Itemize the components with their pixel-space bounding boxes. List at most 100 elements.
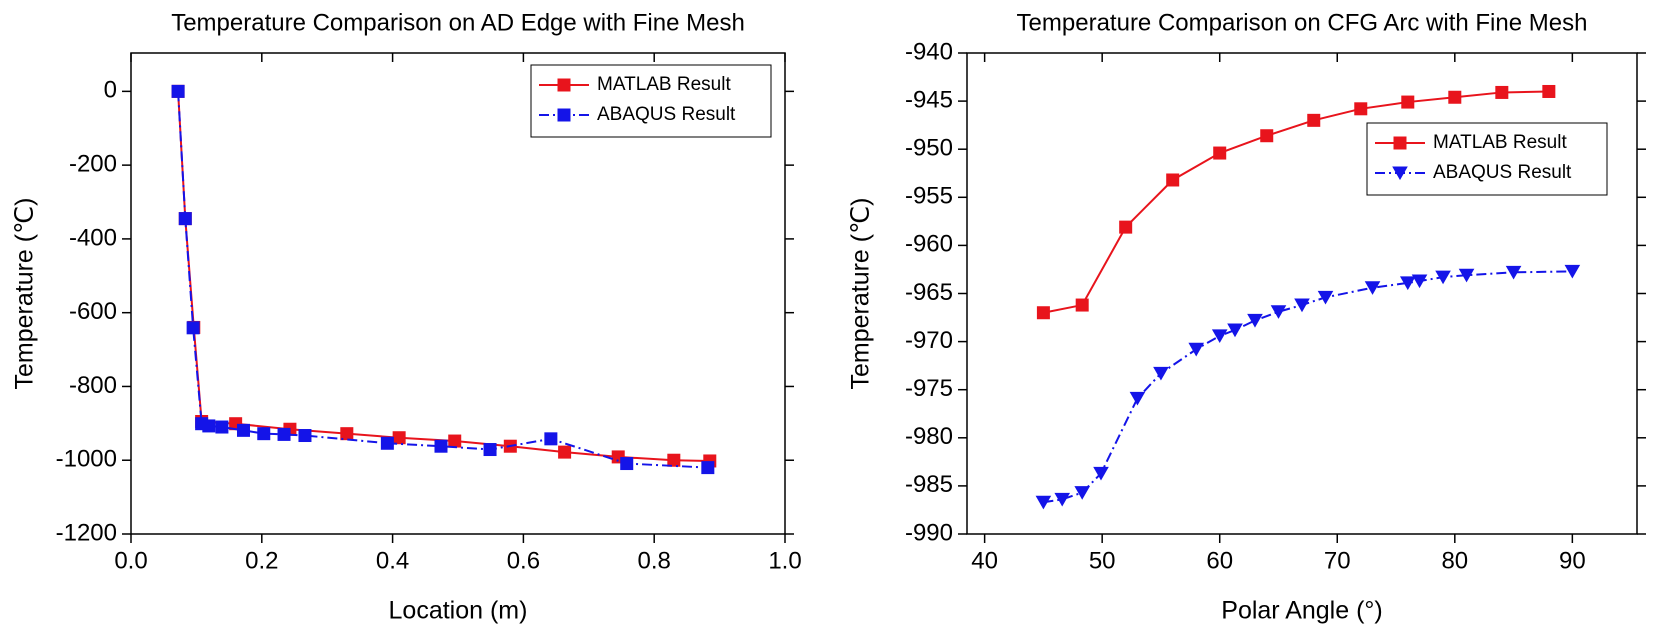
marker bbox=[1247, 313, 1263, 328]
x-tick-label: 90 bbox=[1559, 547, 1586, 574]
marker bbox=[1564, 264, 1581, 279]
marker bbox=[392, 431, 406, 445]
marker bbox=[1399, 276, 1416, 291]
marker bbox=[215, 420, 229, 434]
x-tick-label: 40 bbox=[971, 547, 998, 574]
marker bbox=[1093, 466, 1109, 481]
marker bbox=[1317, 290, 1334, 305]
marker bbox=[202, 419, 216, 433]
legend-box bbox=[530, 64, 772, 138]
marker bbox=[257, 427, 271, 441]
marker bbox=[1542, 84, 1556, 98]
chart-title: Temperature Comparison on CFG Arc with F… bbox=[1017, 9, 1588, 36]
marker bbox=[186, 321, 200, 335]
series-line bbox=[177, 91, 710, 462]
marker bbox=[448, 434, 462, 448]
y-tick-label: -980 bbox=[905, 423, 953, 450]
marker bbox=[1364, 281, 1381, 295]
x-tick-label: 0.2 bbox=[245, 547, 278, 574]
marker bbox=[1505, 265, 1522, 280]
marker bbox=[620, 457, 634, 471]
y-tick-label: -985 bbox=[905, 471, 953, 498]
x-tick-label: 50 bbox=[1089, 547, 1116, 574]
marker bbox=[277, 427, 291, 441]
x-tick-label: 80 bbox=[1441, 547, 1468, 574]
legend-box bbox=[1366, 122, 1608, 196]
x-axis-label: Location (m) bbox=[389, 597, 528, 625]
marker bbox=[557, 108, 571, 122]
y-tick-label: -990 bbox=[905, 519, 953, 546]
chart-title: Temperature Comparison on AD Edge with F… bbox=[171, 9, 745, 36]
marker bbox=[340, 427, 354, 441]
y-tick-label: -1000 bbox=[56, 446, 117, 473]
x-tick-label: 60 bbox=[1206, 547, 1233, 574]
marker bbox=[1354, 102, 1368, 116]
marker bbox=[380, 436, 394, 450]
marker bbox=[1227, 323, 1243, 338]
y-tick-label: -970 bbox=[905, 327, 953, 354]
marker bbox=[1075, 298, 1089, 312]
marker bbox=[1294, 298, 1310, 313]
x-tick-label: 1.0 bbox=[768, 547, 801, 574]
marker bbox=[667, 453, 681, 467]
legend-label: MATLAB Result bbox=[1433, 132, 1567, 153]
legend-label: ABAQUS Result bbox=[1433, 162, 1572, 183]
marker bbox=[1054, 492, 1071, 507]
x-tick-label: 0.0 bbox=[114, 547, 147, 574]
y-tick-label: -800 bbox=[69, 372, 117, 399]
marker bbox=[236, 423, 250, 437]
marker bbox=[171, 84, 185, 98]
marker bbox=[1495, 85, 1509, 99]
marker bbox=[558, 445, 572, 459]
marker bbox=[1307, 113, 1321, 127]
marker bbox=[178, 212, 192, 226]
marker bbox=[1211, 329, 1228, 343]
y-tick-label: -1200 bbox=[56, 519, 117, 546]
marker bbox=[1392, 166, 1408, 181]
x-axis-label: Polar Angle (°) bbox=[1221, 597, 1382, 625]
y-tick-label: 0 bbox=[104, 77, 117, 104]
marker bbox=[1166, 173, 1180, 187]
y-tick-label: -975 bbox=[905, 375, 953, 402]
marker bbox=[1448, 90, 1462, 104]
marker bbox=[1458, 268, 1475, 283]
y-axis-label: Temperature (℃) bbox=[847, 197, 875, 389]
marker bbox=[1393, 136, 1407, 150]
y-tick-label: -200 bbox=[69, 150, 117, 177]
x-tick-label: 0.4 bbox=[376, 547, 409, 574]
legend-label: MATLAB Result bbox=[597, 74, 731, 95]
marker bbox=[1411, 274, 1428, 289]
y-tick-label: -960 bbox=[905, 231, 953, 258]
y-tick-label: -945 bbox=[905, 86, 953, 113]
marker bbox=[544, 432, 558, 446]
x-tick-label: 70 bbox=[1324, 547, 1351, 574]
plot-frame bbox=[966, 52, 1638, 535]
marker bbox=[1074, 486, 1090, 500]
y-axis-label: Temperature (℃) bbox=[11, 197, 39, 389]
marker bbox=[483, 443, 497, 457]
y-tick-label: -965 bbox=[905, 279, 953, 306]
x-tick-label: 0.6 bbox=[507, 547, 540, 574]
x-tick-label: 0.8 bbox=[638, 547, 671, 574]
legend-label: ABAQUS Result bbox=[597, 104, 736, 125]
marker bbox=[1153, 366, 1169, 381]
y-tick-label: -955 bbox=[905, 183, 953, 210]
marker bbox=[557, 78, 571, 92]
marker bbox=[1036, 306, 1050, 320]
marker bbox=[1119, 220, 1133, 234]
marker bbox=[1401, 95, 1415, 109]
y-tick-label: -950 bbox=[905, 135, 953, 162]
plot-frame bbox=[130, 52, 786, 535]
y-tick-label: -600 bbox=[69, 298, 117, 325]
marker bbox=[1129, 391, 1146, 406]
chart: Temperature Comparison on AD Edge with F… bbox=[11, 9, 802, 624]
marker bbox=[1188, 342, 1205, 357]
y-tick-label: -940 bbox=[905, 38, 953, 65]
marker bbox=[701, 461, 715, 475]
y-tick-label: -400 bbox=[69, 224, 117, 251]
marker bbox=[434, 439, 448, 453]
series-line bbox=[1043, 90, 1549, 314]
chart: Temperature Comparison on CFG Arc with F… bbox=[847, 9, 1646, 625]
marker bbox=[1270, 305, 1287, 319]
